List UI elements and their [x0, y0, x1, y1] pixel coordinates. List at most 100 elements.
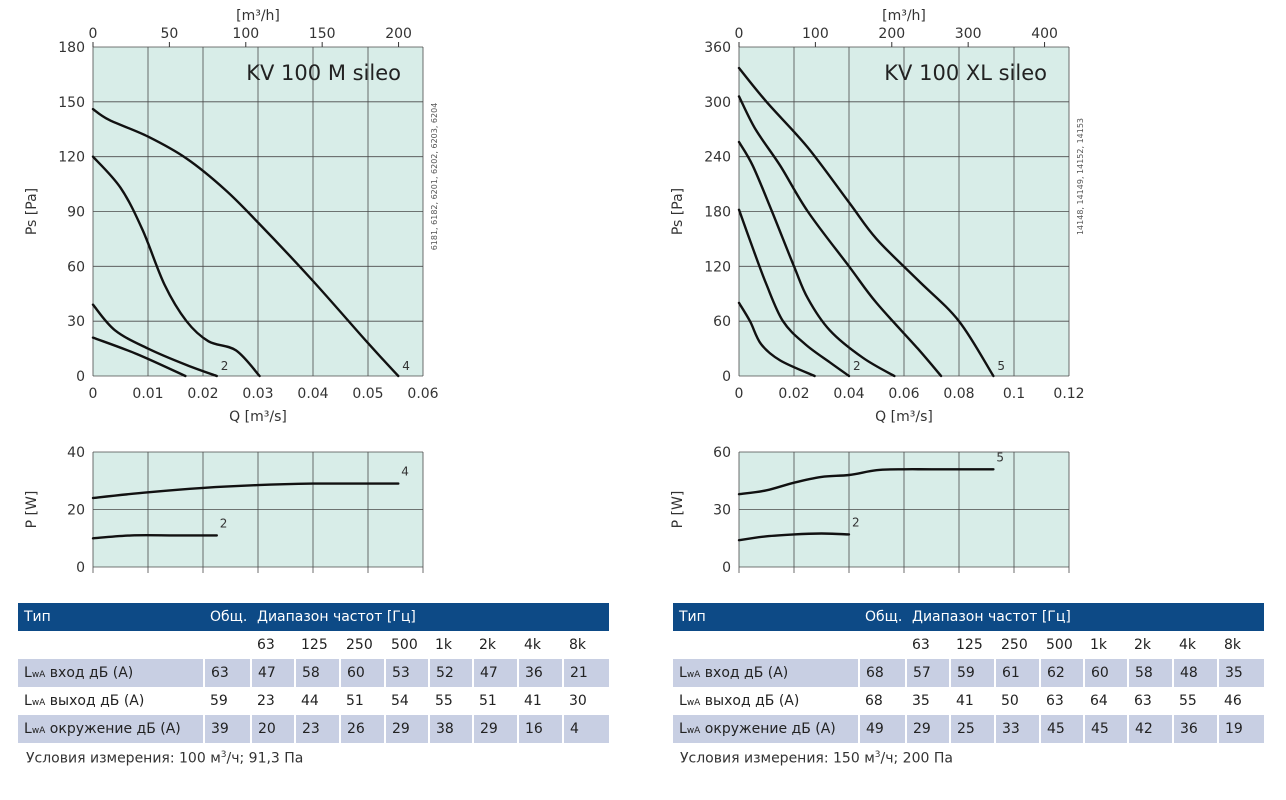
x-tick-label: 0.03: [242, 386, 273, 402]
top-tick-label: 150: [309, 26, 336, 42]
x-tick-label: 0.04: [297, 386, 328, 402]
power-curve: [737, 468, 995, 496]
total-cell: 49: [858, 715, 906, 743]
y-tick-label: 150: [58, 95, 85, 111]
value-cell: 46: [1224, 693, 1242, 709]
y-tick-label: 60: [713, 445, 731, 461]
freq-cell: 500: [391, 637, 418, 653]
row-label: LwA окружение дБ (A): [673, 715, 859, 743]
col-freq-range: Диапазон частот [Гц]: [251, 603, 610, 631]
y-tick-label: 180: [704, 205, 731, 221]
freq-cell: 8k: [1224, 637, 1242, 653]
freq-cell: 63: [257, 637, 275, 653]
measurement-conditions: Условия измерения: 100 м3/ч; 91,3 Па: [26, 750, 304, 767]
x-tick-label: 0: [735, 386, 744, 402]
pressure-curve: [91, 107, 400, 378]
value-cell: 48: [1172, 659, 1218, 687]
curve-label: 4: [402, 359, 410, 373]
freq-cell: 2k: [479, 637, 497, 653]
pressure-curve: [737, 140, 896, 378]
x-tick-label: 0.1: [1003, 386, 1025, 402]
value-cell: 41: [956, 693, 974, 709]
col-total: Общ.: [204, 603, 251, 631]
y-axis-label: P [W]: [670, 491, 686, 529]
value-cell: 63: [1046, 693, 1064, 709]
power-curve: [91, 533, 218, 540]
top-axis-label: [m³/h]: [882, 8, 926, 24]
top-tick-label: 0: [89, 26, 98, 42]
value-cell: 60: [339, 659, 385, 687]
curve-label: 2: [220, 516, 228, 530]
y-tick-label: 120: [58, 150, 85, 166]
x-axis-label: Q [m³/s]: [875, 409, 933, 425]
total-cell: 39: [203, 715, 251, 743]
total-cell: 59: [210, 693, 228, 709]
x-tick-label: 0: [89, 386, 98, 402]
y-tick-label: 120: [704, 259, 731, 275]
curve-label: 2: [852, 515, 860, 529]
y-axis-label: P [W]: [24, 491, 40, 529]
freq-cell: 1k: [435, 637, 453, 653]
freq-cell: 125: [301, 637, 328, 653]
table-row: LwA окружение дБ (A) 49 29 25 33 45 45 4…: [673, 715, 1265, 743]
value-cell: 23: [294, 715, 340, 743]
value-cell: 59: [949, 659, 995, 687]
measurement-conditions: Условия измерения: 150 м3/ч; 200 Па: [680, 750, 953, 767]
y-tick-label: 240: [704, 150, 731, 166]
value-cell: 47: [250, 659, 295, 687]
y-tick-label: 30: [67, 314, 85, 330]
y-tick-label: 60: [67, 259, 85, 275]
col-type: Тип: [18, 603, 204, 631]
value-cell: 45: [1083, 715, 1128, 743]
y-axis-label: Ps [Pa]: [670, 188, 686, 235]
curve-label: 2: [853, 359, 861, 373]
x-tick-label: 0.06: [888, 386, 919, 402]
value-cell: 20: [250, 715, 295, 743]
y-tick-label: 0: [722, 560, 731, 576]
freq-cell: 63: [912, 637, 930, 653]
value-cell: 44: [301, 693, 319, 709]
row-label: LwA выход дБ (A): [679, 693, 800, 709]
freq-cell: 125: [956, 637, 983, 653]
value-cell: 54: [391, 693, 409, 709]
freq-cell: 4k: [1179, 637, 1197, 653]
power-curve: [737, 532, 851, 542]
table-row: LwA вход дБ (A) 63 47 58 60 53 52 47 36 …: [18, 659, 610, 687]
y-tick-label: 30: [713, 503, 731, 519]
x-tick-label: 0.12: [1053, 386, 1084, 402]
value-cell: 29: [905, 715, 950, 743]
value-cell: 38: [428, 715, 473, 743]
top-tick-label: 200: [878, 26, 905, 42]
pressure-curve: [737, 301, 816, 378]
y-tick-label: 40: [67, 445, 85, 461]
table-row: LwA выход дБ (A) 68 35 41 50 63 64 63 55…: [673, 687, 1264, 715]
table-row: LwA окружение дБ (A) 39 20 23 26 29 38 2…: [18, 715, 610, 743]
value-cell: 57: [905, 659, 950, 687]
value-cell: 29: [472, 715, 518, 743]
panel-kv100m: 0 0.01 0.02 0.03 0.04 0.05 0.06 0 30 60 90 120 150 18…: [0, 0, 640, 800]
chart-title: KV 100 XL sileo: [884, 61, 1047, 85]
pressure-chart: 0 0.01 0.02 0.03 0.04 0.05 0.06 0 30 60 90 120 150 18…: [24, 8, 439, 425]
value-cell: 4: [561, 715, 610, 743]
side-code: 6181, 6182, 6201, 6202, 6203, 6204: [430, 103, 439, 251]
col-total: Общ.: [859, 603, 906, 631]
total-cell: 68: [858, 659, 906, 687]
value-cell: 16: [517, 715, 563, 743]
value-cell: 45: [1039, 715, 1084, 743]
curve-label: 2: [221, 359, 229, 373]
pressure-curve: [737, 208, 851, 378]
freq-cell: 250: [346, 637, 373, 653]
pressure-curve: [91, 303, 218, 378]
value-cell: 53: [384, 659, 429, 687]
freq-cell: 4k: [524, 637, 542, 653]
value-cell: 63: [1134, 693, 1152, 709]
value-cell: 58: [1127, 659, 1173, 687]
table-row: LwA выход дБ (A) 59 23 44 51 54 55 51 41…: [18, 687, 609, 715]
freq-cell: 500: [1046, 637, 1073, 653]
value-cell: 52: [428, 659, 473, 687]
value-cell: 19: [1216, 715, 1265, 743]
y-tick-label: 90: [67, 205, 85, 221]
value-cell: 21: [561, 659, 610, 687]
x-tick-label: 0.02: [187, 386, 218, 402]
row-label: LwA вход дБ (A): [673, 659, 859, 687]
